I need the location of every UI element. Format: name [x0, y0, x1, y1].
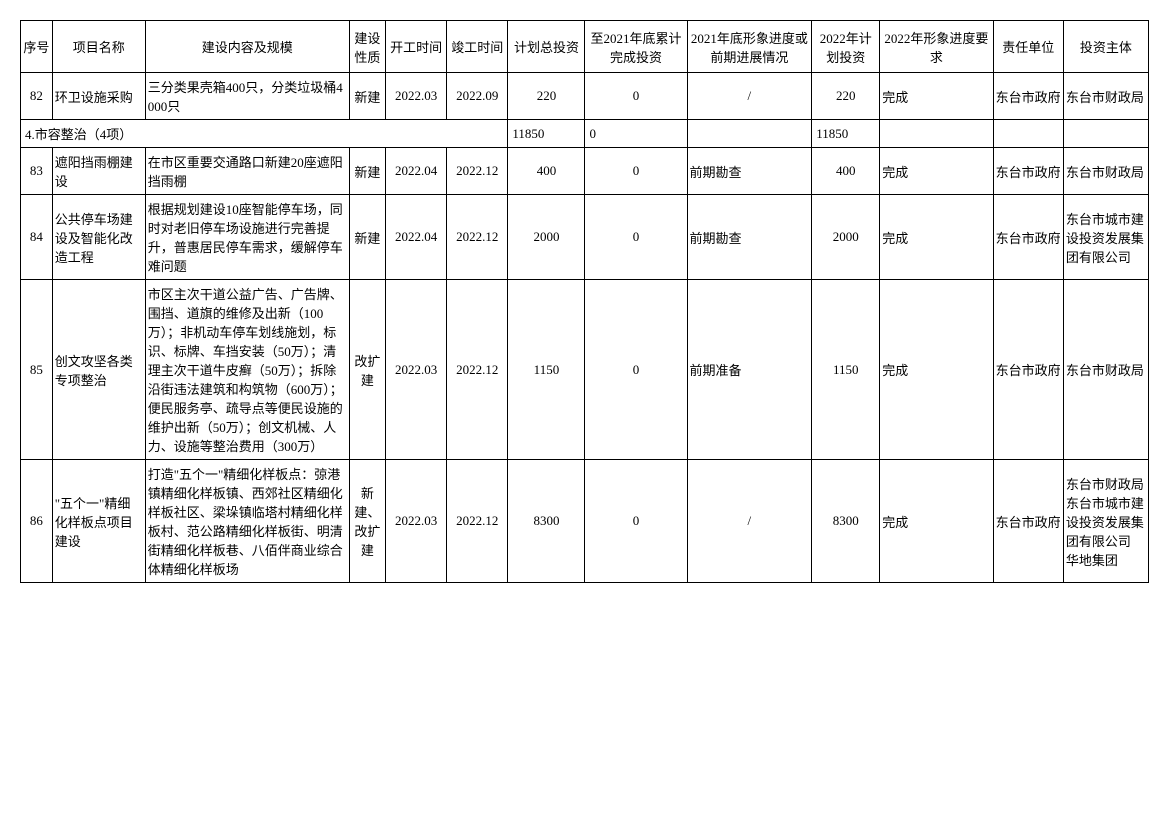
table-row: 82环卫设施采购三分类果壳箱400只，分类垃圾桶4000只新建2022.0320… [21, 73, 1149, 120]
cell-progress2021: 前期勘查 [687, 195, 812, 280]
cell-done: 0 [585, 73, 687, 120]
cell-content: 根据规划建设10座智能停车场，同时对老旧停车场设施进行完善提升，普惠居民停车需求… [145, 195, 349, 280]
cell-owner: 东台市城市建设投资发展集团有限公司 [1063, 195, 1148, 280]
cell-start: 2022.03 [386, 460, 447, 583]
cell-end: 2022.12 [447, 280, 508, 460]
cell-start: 2022.04 [386, 148, 447, 195]
header-done: 至2021年底累计完成投资 [585, 21, 687, 73]
table-row: 4.市容整治（4项）11850011850 [21, 120, 1149, 148]
header-start: 开工时间 [386, 21, 447, 73]
cell-seq: 82 [21, 73, 53, 120]
table-row: 84公共停车场建设及智能化改造工程根据规划建设10座智能停车场，同时对老旧停车场… [21, 195, 1149, 280]
header-unit: 责任单位 [993, 21, 1063, 73]
cell-content: 市区主次干道公益广告、广告牌、围挡、道旗的维修及出新（100万）；非机动车停车划… [145, 280, 349, 460]
cell-owner [1063, 120, 1148, 148]
cell-req2022: 完成 [880, 195, 993, 280]
header-nature: 建设性质 [349, 21, 385, 73]
table-body: 82环卫设施采购三分类果壳箱400只，分类垃圾桶4000只新建2022.0320… [21, 73, 1149, 583]
cell-end: 2022.12 [447, 460, 508, 583]
cell-nature: 新建 [349, 73, 385, 120]
cell-req2022: 完成 [880, 148, 993, 195]
cell-name: 环卫设施采购 [52, 73, 145, 120]
cell-end: 2022.09 [447, 73, 508, 120]
cell-req2022: 完成 [880, 73, 993, 120]
cell-plan2022: 11850 [812, 120, 880, 148]
cell-progress2021: / [687, 460, 812, 583]
cell-total: 1150 [508, 280, 585, 460]
cell-owner: 东台市财政局 东台市城市建设投资发展集团有限公司 华地集团 [1063, 460, 1148, 583]
cell-progress2021: 前期勘查 [687, 148, 812, 195]
header-name: 项目名称 [52, 21, 145, 73]
cell-content: 在市区重要交通路口新建20座遮阳挡雨棚 [145, 148, 349, 195]
cell-plan2022: 1150 [812, 280, 880, 460]
cell-done: 0 [585, 280, 687, 460]
cell-owner: 东台市财政局 [1063, 148, 1148, 195]
cell-nature: 新建 [349, 195, 385, 280]
header-req2022: 2022年形象进度要求 [880, 21, 993, 73]
section-label: 4.市容整治（4项） [21, 120, 508, 148]
header-plan2022: 2022年计划投资 [812, 21, 880, 73]
cell-unit [993, 120, 1063, 148]
cell-nature: 改扩建 [349, 280, 385, 460]
cell-done: 0 [585, 120, 687, 148]
table-row: 85创文攻坚各类专项整治市区主次干道公益广告、广告牌、围挡、道旗的维修及出新（1… [21, 280, 1149, 460]
cell-content: 打造"五个一"精细化样板点：弶港镇精细化样板镇、西郊社区精细化样板社区、梁垛镇临… [145, 460, 349, 583]
cell-start: 2022.04 [386, 195, 447, 280]
cell-plan2022: 400 [812, 148, 880, 195]
cell-unit: 东台市政府 [993, 195, 1063, 280]
cell-seq: 86 [21, 460, 53, 583]
cell-start: 2022.03 [386, 280, 447, 460]
cell-progress2021: 前期准备 [687, 280, 812, 460]
cell-done: 0 [585, 148, 687, 195]
cell-plan2022: 2000 [812, 195, 880, 280]
cell-plan2022: 220 [812, 73, 880, 120]
header-owner: 投资主体 [1063, 21, 1148, 73]
cell-owner: 东台市财政局 [1063, 73, 1148, 120]
header-progress2021: 2021年底形象进度或前期进展情况 [687, 21, 812, 73]
cell-req2022 [880, 120, 993, 148]
cell-name: "五个一"精细化样板点项目建设 [52, 460, 145, 583]
cell-total: 220 [508, 73, 585, 120]
cell-name: 公共停车场建设及智能化改造工程 [52, 195, 145, 280]
cell-name: 创文攻坚各类专项整治 [52, 280, 145, 460]
table-row: 86"五个一"精细化样板点项目建设打造"五个一"精细化样板点：弶港镇精细化样板镇… [21, 460, 1149, 583]
cell-seq: 84 [21, 195, 53, 280]
cell-done: 0 [585, 460, 687, 583]
cell-done: 0 [585, 195, 687, 280]
header-end: 竣工时间 [447, 21, 508, 73]
project-table: 序号 项目名称 建设内容及规模 建设性质 开工时间 竣工时间 计划总投资 至20… [20, 20, 1149, 583]
cell-req2022: 完成 [880, 460, 993, 583]
table-header: 序号 项目名称 建设内容及规模 建设性质 开工时间 竣工时间 计划总投资 至20… [21, 21, 1149, 73]
cell-total: 11850 [508, 120, 585, 148]
header-content: 建设内容及规模 [145, 21, 349, 73]
header-total: 计划总投资 [508, 21, 585, 73]
table-row: 83遮阳挡雨棚建设在市区重要交通路口新建20座遮阳挡雨棚新建2022.04202… [21, 148, 1149, 195]
cell-total: 400 [508, 148, 585, 195]
header-seq: 序号 [21, 21, 53, 73]
cell-start: 2022.03 [386, 73, 447, 120]
cell-end: 2022.12 [447, 195, 508, 280]
cell-total: 2000 [508, 195, 585, 280]
cell-req2022: 完成 [880, 280, 993, 460]
cell-name: 遮阳挡雨棚建设 [52, 148, 145, 195]
cell-progress2021: / [687, 73, 812, 120]
cell-plan2022: 8300 [812, 460, 880, 583]
cell-content: 三分类果壳箱400只，分类垃圾桶4000只 [145, 73, 349, 120]
cell-owner: 东台市财政局 [1063, 280, 1148, 460]
cell-seq: 83 [21, 148, 53, 195]
cell-nature: 新建 [349, 148, 385, 195]
cell-unit: 东台市政府 [993, 460, 1063, 583]
cell-end: 2022.12 [447, 148, 508, 195]
cell-progress2021 [687, 120, 812, 148]
cell-seq: 85 [21, 280, 53, 460]
cell-total: 8300 [508, 460, 585, 583]
cell-nature: 新建、改扩建 [349, 460, 385, 583]
cell-unit: 东台市政府 [993, 73, 1063, 120]
cell-unit: 东台市政府 [993, 280, 1063, 460]
cell-unit: 东台市政府 [993, 148, 1063, 195]
